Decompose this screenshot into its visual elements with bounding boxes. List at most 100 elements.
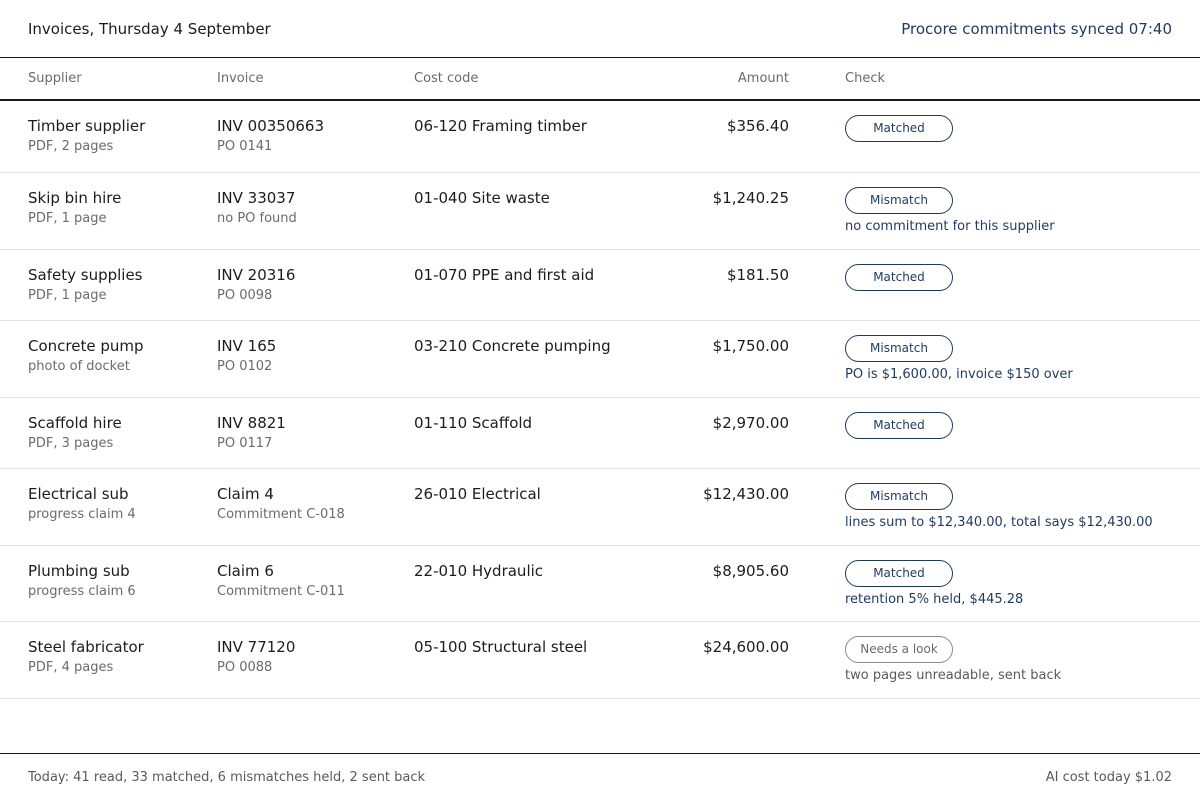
po-reference: PO 0141 [217,139,273,154]
supplier-cell: Steel fabricator PDF, 4 pages [28,637,144,677]
cost-code: 01-040 Site waste [414,189,550,207]
ai-cost: AI cost today $1.02 [1045,769,1172,785]
cost-code: 05-100 Structural steel [414,638,588,656]
invoice-number[interactable]: Claim 4 [217,485,274,503]
table-row[interactable]: Steel fabricator PDF, 4 pages INV 77120 PO … [0,622,1200,699]
table-row[interactable]: Scaffold hire PDF, 3 pages INV 8821 PO 0117… [0,398,1200,469]
check-cell: Matched [845,412,953,439]
status-badge[interactable]: Mismatch [845,335,953,362]
check-note: no commitment for this supplier [845,219,1055,234]
check-note: lines sum to $12,340.00, total says $12,… [845,515,1153,530]
check-cell: Mismatch lines sum to $12,340.00, total s… [845,483,1153,532]
check-note: retention 5% held, $445.28 [845,592,1024,607]
status-badge[interactable]: Mismatch [845,187,953,214]
supplier-name: Steel fabricator [28,638,144,656]
cost-code: 22-010 Hydraulic [414,562,544,580]
page-header: Invoices, Thursday 4 September Procore c… [0,0,1200,58]
invoice-amount: $8,905.60 [712,562,789,580]
cost-code-cell: 01-110 Scaffold [414,413,532,433]
po-reference: PO 0088 [217,660,273,675]
cost-code: 26-010 Electrical [414,485,541,503]
supplier-cell: Electrical sub progress claim 4 [28,484,136,524]
column-header-amount[interactable]: Amount [737,71,789,86]
amount-cell: $2,970.00 [713,413,789,433]
supplier-name: Safety supplies [28,266,143,284]
cost-code-cell: 01-040 Site waste [414,188,550,208]
status-badge[interactable]: Needs a look [845,636,953,663]
check-cell: Matched [845,264,953,291]
check-note: two pages unreadable, sent back [845,668,1062,683]
amount-cell: $1,240.25 [713,188,789,208]
supplier-name: Plumbing sub [28,562,130,580]
check-cell: Needs a look two pages unreadable, sent b… [845,636,1062,685]
cost-code-cell: 01-070 PPE and first aid [414,265,594,285]
supplier-cell: Scaffold hire PDF, 3 pages [28,413,122,453]
invoice-number[interactable]: Claim 6 [217,562,274,580]
table-header: Supplier Invoice Cost code Amount Check [0,58,1200,101]
status-badge[interactable]: Matched [845,560,953,587]
supplier-cell: Timber supplier PDF, 2 pages [28,116,145,156]
invoice-number[interactable]: INV 00350663 [217,117,325,135]
table-row[interactable]: Electrical sub progress claim 4 Claim 4 Com… [0,469,1200,546]
cost-code: 03-210 Concrete pumping [414,337,611,355]
document-source: progress claim 6 [28,584,136,599]
invoice-amount: $2,970.00 [712,414,789,432]
column-header-check[interactable]: Check [845,71,885,86]
invoice-cell: INV 8821 PO 0117 [217,413,286,453]
check-cell: Matched retention 5% held, $445.28 [845,560,1024,609]
invoice-cell: INV 165 PO 0102 [217,336,276,376]
status-badge[interactable]: Mismatch [845,483,953,510]
amount-cell: $1,750.00 [713,336,789,356]
status-badge[interactable]: Matched [845,412,953,439]
check-cell: Matched [845,115,953,142]
column-header-invoice[interactable]: Invoice [217,71,264,86]
table-row[interactable]: Concrete pump photo of docket INV 165 PO 01… [0,321,1200,398]
column-header-supplier[interactable]: Supplier [28,71,82,86]
invoice-number[interactable]: INV 165 [217,337,277,355]
page-title: Invoices, Thursday 4 September [28,19,271,38]
invoice-number[interactable]: INV 20316 [217,266,296,284]
amount-cell: $181.50 [727,265,789,285]
cost-code: 06-120 Framing timber [414,117,587,135]
status-badge[interactable]: Matched [845,115,953,142]
table-row[interactable]: Plumbing sub progress claim 6 Claim 6 Commi… [0,546,1200,622]
table-row[interactable]: Safety supplies PDF, 1 page INV 20316 PO 00… [0,250,1200,321]
column-header-cost-code[interactable]: Cost code [414,71,479,86]
invoice-table: Timber supplier PDF, 2 pages INV 00350663 P… [0,101,1200,699]
amount-cell: $356.40 [727,116,789,136]
supplier-name: Scaffold hire [28,414,122,432]
invoice-cell: INV 20316 PO 0098 [217,265,295,305]
invoice-number[interactable]: INV 8821 [217,414,286,432]
invoice-number[interactable]: INV 77120 [217,638,296,656]
cost-code-cell: 06-120 Framing timber [414,116,587,136]
invoice-amount: $12,430.00 [703,485,789,503]
table-row[interactable]: Skip bin hire PDF, 1 page INV 33037 no PO f… [0,173,1200,250]
cost-code: 01-110 Scaffold [414,414,533,432]
po-reference: PO 0117 [217,436,273,451]
invoice-cell: INV 00350663 PO 0141 [217,116,324,156]
table-row[interactable]: Timber supplier PDF, 2 pages INV 00350663 P… [0,101,1200,173]
po-reference: PO 0102 [217,359,273,374]
supplier-cell: Skip bin hire PDF, 1 page [28,188,121,228]
po-reference: Commitment C-018 [217,507,345,522]
document-source: PDF, 4 pages [28,660,114,675]
status-badge[interactable]: Matched [845,264,953,291]
invoice-cell: Claim 4 Commitment C-018 [217,484,345,524]
supplier-name: Concrete pump [28,337,144,355]
supplier-cell: Concrete pump photo of docket [28,336,144,376]
document-source: PDF, 1 page [28,211,107,226]
supplier-name: Timber supplier [28,117,146,135]
document-source: PDF, 3 pages [28,436,114,451]
po-reference: no PO found [217,211,297,226]
invoice-cell: Claim 6 Commitment C-011 [217,561,345,601]
supplier-cell: Safety supplies PDF, 1 page [28,265,143,305]
invoice-number[interactable]: INV 33037 [217,189,296,207]
invoice-amount: $181.50 [726,266,789,284]
supplier-cell: Plumbing sub progress claim 6 [28,561,136,601]
footer: Today: 41 read, 33 matched, 6 mismatches… [0,753,1200,800]
invoice-amount: $1,750.00 [712,337,789,355]
document-source: PDF, 1 page [28,288,107,303]
cost-code-cell: 03-210 Concrete pumping [414,336,611,356]
cost-code-cell: 26-010 Electrical [414,484,541,504]
supplier-name: Skip bin hire [28,189,122,207]
